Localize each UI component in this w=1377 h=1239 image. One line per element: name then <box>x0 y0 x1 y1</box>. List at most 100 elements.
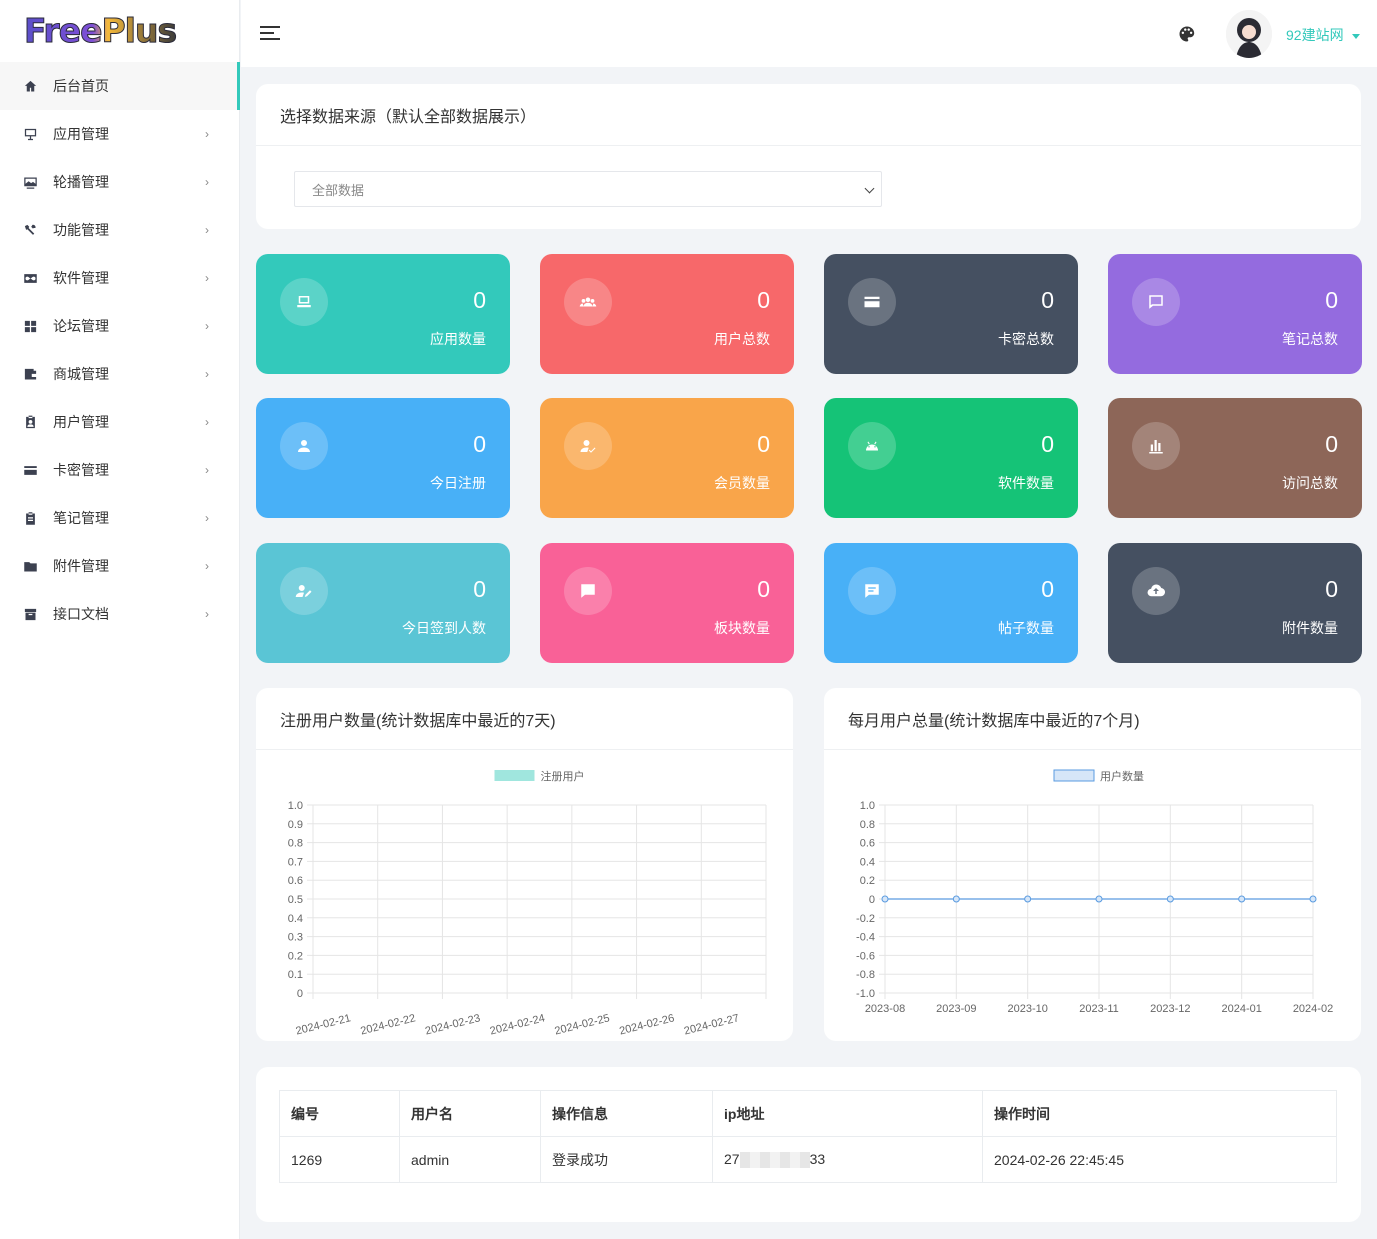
y-tick-label: -0.2 <box>856 913 875 925</box>
stat-card[interactable]: 0 笔记总数 <box>1108 254 1362 374</box>
ip-redacted <box>739 1152 810 1169</box>
stat-card[interactable]: 0 帖子数量 <box>824 543 1078 663</box>
chevron-right-icon: › <box>205 127 209 141</box>
sidebar-item-label: 轮播管理 <box>53 174 109 190</box>
grid-icon <box>22 318 38 334</box>
y-tick-label: 0.8 <box>288 838 303 850</box>
cell-username: admin <box>399 1136 541 1183</box>
stat-value: 0 <box>1325 576 1338 602</box>
data-source-title: 选择数据来源（默认全部数据展示） <box>256 84 1361 146</box>
sidebar-item-label: 软件管理 <box>53 270 109 286</box>
y-tick-label: 0.6 <box>288 875 303 887</box>
id-badge-icon <box>22 414 38 430</box>
x-tick-label: 2024-02-26 <box>618 1012 676 1037</box>
stat-card[interactable]: 0 附件数量 <box>1108 543 1362 663</box>
bar-chart-icon <box>1132 422 1180 470</box>
stat-label: 今日注册 <box>430 475 486 491</box>
sidebar-item-0[interactable]: 后台首页 <box>0 62 240 110</box>
y-tick-label: 0 <box>869 894 875 906</box>
chevron-right-icon: › <box>205 223 209 237</box>
legend-swatch <box>1053 769 1095 782</box>
user-menu[interactable]: 92建站网 <box>1286 25 1360 45</box>
sidebar-item-label: 附件管理 <box>53 558 109 574</box>
comment-icon <box>1132 278 1180 326</box>
chevron-right-icon: › <box>205 319 209 333</box>
table-row: 1269 admin 登录成功 27 33 2024-02-26 22:45:45 <box>279 1136 1337 1183</box>
sidebar-item-4[interactable]: 软件管理 › <box>0 254 239 302</box>
stat-label: 会员数量 <box>714 475 770 491</box>
sidebar-item-9[interactable]: 笔记管理 › <box>0 494 239 542</box>
y-tick-label: 0.4 <box>860 856 875 868</box>
chevron-right-icon: › <box>205 367 209 381</box>
x-tick-label: 2023-10 <box>1007 1003 1047 1015</box>
sidebar-item-5[interactable]: 论坛管理 › <box>0 302 239 350</box>
y-tick-label: -0.4 <box>856 932 875 944</box>
sidebar-item-2[interactable]: 轮播管理 › <box>0 158 239 206</box>
stat-label: 帖子数量 <box>998 620 1054 636</box>
x-tick-label: 2023-12 <box>1150 1003 1190 1015</box>
monitor-icon <box>22 126 38 142</box>
sidebar-item-8[interactable]: 卡密管理 › <box>0 446 239 494</box>
card-icon <box>848 278 896 326</box>
x-tick-label: 2024-02-25 <box>553 1012 611 1037</box>
data-point <box>1309 895 1317 903</box>
message-icon <box>564 567 612 615</box>
stat-card[interactable]: 0 访问总数 <box>1108 398 1362 518</box>
stat-card[interactable]: 0 软件数量 <box>824 398 1078 518</box>
col-ip: ip地址 <box>712 1090 983 1137</box>
y-tick-label: 0.8 <box>860 819 875 831</box>
stat-card[interactable]: 0 应用数量 <box>256 254 510 374</box>
sidebar-item-7[interactable]: 用户管理 › <box>0 398 239 446</box>
sidebar-item-1[interactable]: 应用管理 › <box>0 110 239 158</box>
x-tick-label: 2024-01 <box>1221 1003 1261 1015</box>
col-id: 编号 <box>279 1090 400 1137</box>
stat-card[interactable]: 0 会员数量 <box>540 398 794 518</box>
stat-card[interactable]: 0 板块数量 <box>540 543 794 663</box>
data-point <box>881 895 889 903</box>
col-time: 操作时间 <box>982 1090 1337 1137</box>
stat-card[interactable]: 0 今日签到人数 <box>256 543 510 663</box>
y-tick-label: 0 <box>297 988 303 1000</box>
y-tick-label: -0.6 <box>856 950 875 962</box>
sidebar-item-10[interactable]: 附件管理 › <box>0 542 239 590</box>
stat-card[interactable]: 0 用户总数 <box>540 254 794 374</box>
stat-value: 0 <box>1325 287 1338 313</box>
data-point <box>1238 895 1246 903</box>
y-tick-label: 0.7 <box>288 856 303 868</box>
sidebar-item-3[interactable]: 功能管理 › <box>0 206 239 254</box>
stat-label: 笔记总数 <box>1282 331 1338 347</box>
x-tick-label: 2023-08 <box>865 1003 905 1015</box>
stat-value: 0 <box>757 431 770 457</box>
palette-icon[interactable] <box>1178 25 1196 43</box>
cloud-upload-icon <box>1132 567 1180 615</box>
archive-icon <box>22 606 38 622</box>
register-chart-title: 注册用户数量(统计数据库中最近的7天) <box>256 688 793 750</box>
home-icon <box>22 78 38 94</box>
stat-label: 用户总数 <box>714 331 770 347</box>
data-point <box>1024 895 1032 903</box>
logo[interactable]: FreePlus <box>0 0 239 62</box>
sidebar-item-11[interactable]: 接口文档 › <box>0 590 239 638</box>
stat-value: 0 <box>1041 431 1054 457</box>
x-tick-label: 2024-02-27 <box>683 1012 741 1037</box>
infinity-icon <box>22 270 38 286</box>
sidebar-item-label: 笔记管理 <box>53 510 109 526</box>
stat-card[interactable]: 0 今日注册 <box>256 398 510 518</box>
data-point <box>952 895 960 903</box>
stat-value: 0 <box>473 431 486 457</box>
legend-label: 注册用户 <box>541 769 585 783</box>
table-header-row: 编号 用户名 操作信息 ip地址 操作时间 <box>279 1090 1337 1137</box>
stat-value: 0 <box>757 287 770 313</box>
y-tick-label: -1.0 <box>856 988 875 1000</box>
avatar[interactable] <box>1226 10 1272 58</box>
folder-icon <box>22 558 38 574</box>
data-source-card: 选择数据来源（默认全部数据展示） 全部数据 <box>256 84 1361 229</box>
stat-label: 附件数量 <box>1282 620 1338 636</box>
x-tick-label: 2023-09 <box>936 1003 976 1015</box>
menu-toggle-icon[interactable] <box>260 26 280 42</box>
sidebar-item-6[interactable]: 商城管理 › <box>0 350 239 398</box>
stat-card[interactable]: 0 卡密总数 <box>824 254 1078 374</box>
top-bar: 92建站网 <box>241 0 1377 67</box>
data-source-select[interactable]: 全部数据 <box>294 171 882 207</box>
y-tick-label: -0.8 <box>856 969 875 981</box>
